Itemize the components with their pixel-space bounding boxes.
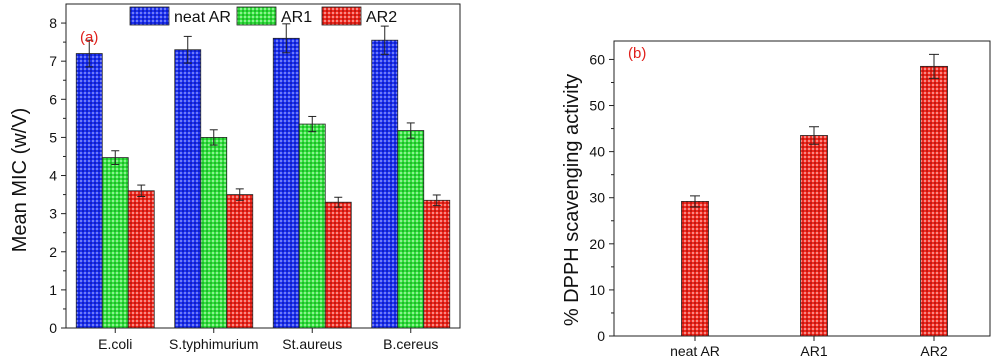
y-tick-label: 8 — [49, 15, 57, 31]
legend-label-neat-ar: neat AR — [174, 9, 231, 26]
y-tick-label: 1 — [49, 282, 57, 298]
plot-area-a: 0 1 2 3 4 5 6 7 8 E.coli S.typhimurium St.aureus B.c… — [49, 3, 461, 352]
bar-ar1-b-cereus — [397, 130, 425, 329]
chart-panel-a: 0 1 2 3 4 5 6 7 8 E.coli S.typhimurium St.aureus B.c… — [9, 3, 461, 352]
chart-panel-b: 0 10 20 30 40 50 60 neat AR AR1 AR2 (b) % DPPH sc… — [561, 40, 991, 359]
bar-ar1-s-typhimurium — [200, 137, 228, 329]
x-tick-label: B.cereus — [383, 336, 438, 352]
bar-neat-ar-st-aureus — [272, 37, 300, 329]
x-tick-label: AR1 — [800, 343, 827, 359]
bar-ar2-e-coli — [127, 190, 155, 329]
y-tick-label: 4 — [49, 168, 57, 184]
y-tick-label: 0 — [597, 328, 605, 344]
bar-neat-ar-e-coli — [75, 53, 103, 329]
y-tick-label: 2 — [49, 244, 57, 260]
bar-neat-ar — [681, 201, 709, 337]
y-tick-label: 40 — [589, 144, 605, 160]
y-tick-label: 3 — [49, 206, 57, 222]
y-tick-label: 20 — [589, 236, 605, 252]
x-tick-label: S.typhimurium — [169, 336, 258, 352]
plot-area-b: 0 10 20 30 40 50 60 neat AR AR1 AR2 — [589, 40, 991, 359]
legend-label-ar2: AR2 — [366, 9, 397, 26]
plot-frame — [65, 3, 461, 329]
bar-ar2 — [920, 65, 948, 337]
y-tick-label: 5 — [49, 129, 57, 145]
legend-a: neat AR AR1 AR2 — [129, 6, 397, 26]
bar-ar1-e-coli — [101, 157, 129, 329]
y-tick-label: 30 — [589, 190, 605, 206]
legend-swatch-ar2 — [321, 6, 362, 26]
y-axis-label-a: Mean MIC (w/V) — [9, 108, 31, 252]
bar-ar2-st-aureus — [324, 201, 352, 329]
y-tick-label: 10 — [589, 282, 605, 298]
x-tick-label: E.coli — [98, 336, 132, 352]
legend-swatch-ar1 — [236, 6, 277, 26]
y-tick-label: 0 — [49, 320, 57, 336]
bar-ar1-st-aureus — [298, 123, 326, 329]
x-tick-label: neat AR — [670, 343, 720, 359]
y-tick-label: 6 — [49, 91, 57, 107]
y-tick-label: 60 — [589, 51, 605, 67]
panel-label-b: (b) — [628, 45, 646, 62]
bar-ar1 — [800, 135, 828, 337]
y-tick-label: 50 — [589, 98, 605, 114]
y-axis-label-b: % DPPH scavenging activity — [561, 74, 583, 326]
x-tick-label: St.aureus — [282, 336, 342, 352]
legend-swatch-neat-ar — [129, 6, 170, 26]
bar-ar2-b-cereus — [423, 199, 451, 329]
y-tick-label: 7 — [49, 53, 57, 69]
bar-neat-ar-b-cereus — [371, 39, 399, 329]
bar-neat-ar-s-typhimurium — [174, 49, 202, 329]
bar-ar2-s-typhimurium — [226, 194, 254, 329]
legend-label-ar1: AR1 — [281, 9, 312, 26]
panel-label-a: (a) — [80, 29, 98, 46]
x-tick-label: AR2 — [920, 343, 947, 359]
